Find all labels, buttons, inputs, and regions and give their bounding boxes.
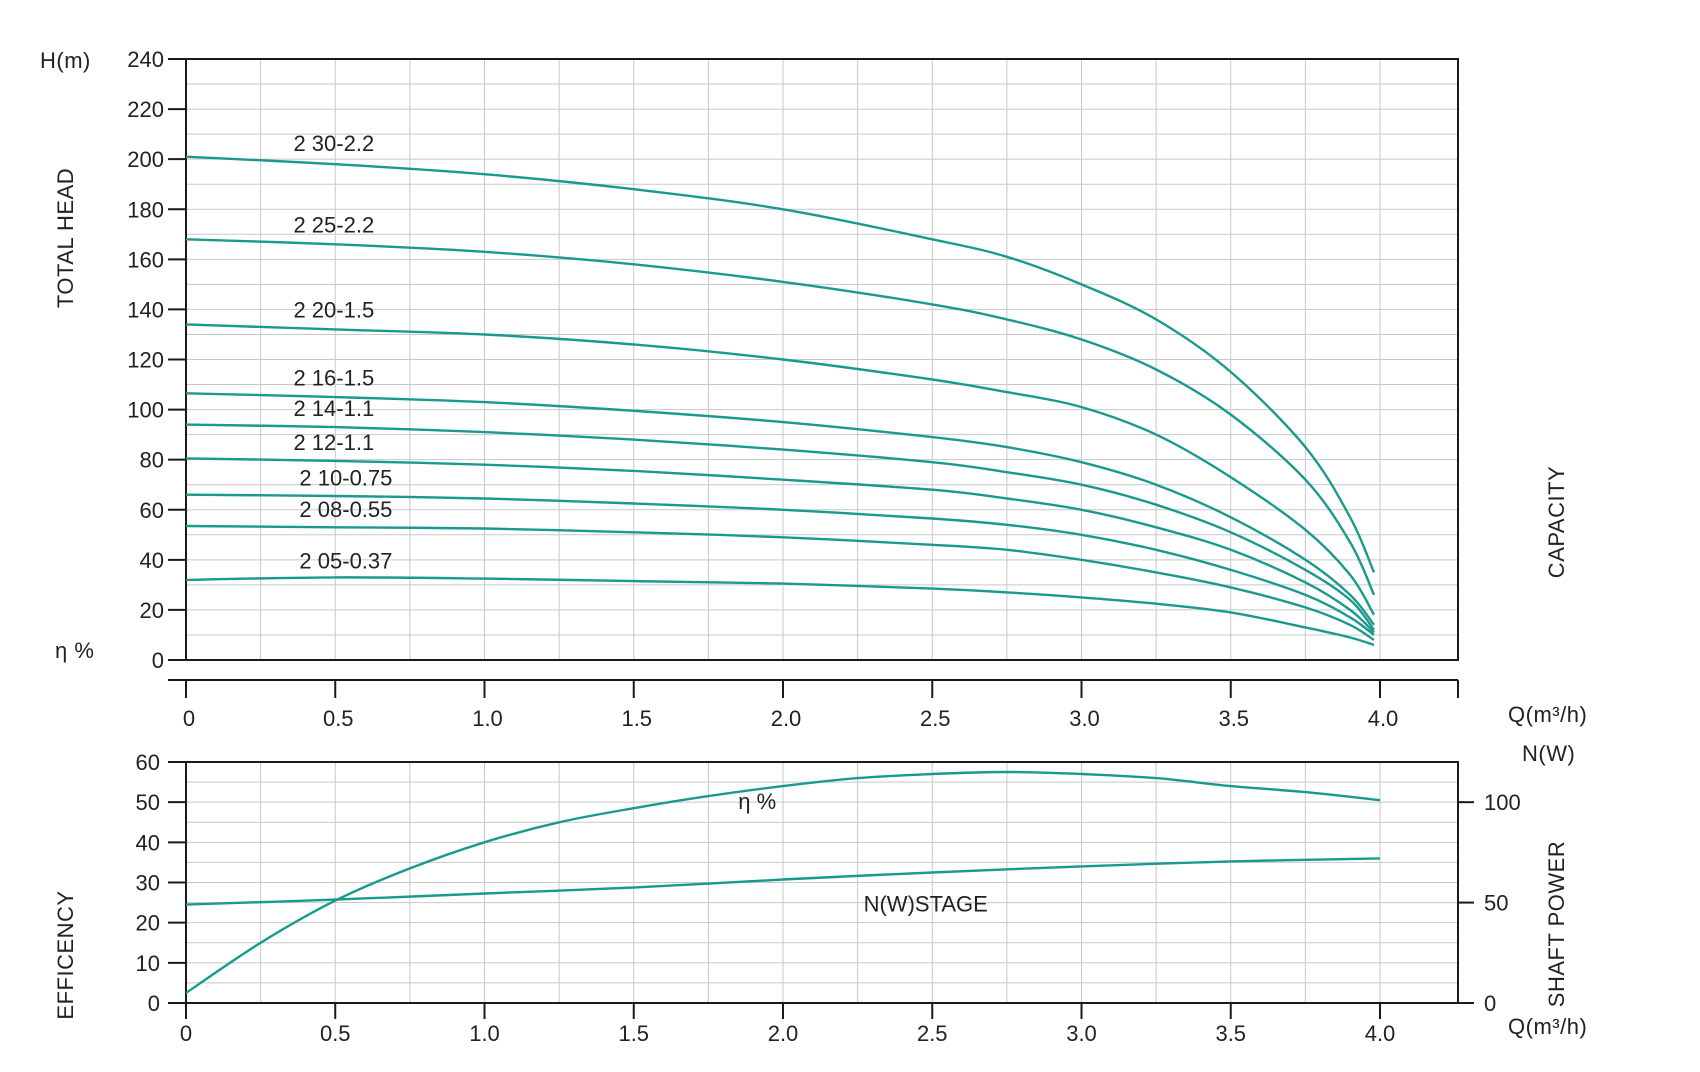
eff-ytick-label: 20 xyxy=(136,911,160,936)
head-ytick-label: 180 xyxy=(127,197,164,222)
curves xyxy=(185,155,1381,994)
head-curve xyxy=(185,493,1375,636)
power-ytick-label: 50 xyxy=(1484,891,1508,916)
eff-ytick-label: 60 xyxy=(136,750,160,775)
capacity-label: CAPACITY xyxy=(1544,466,1569,578)
eff-ytick-label: 30 xyxy=(136,871,160,896)
axes xyxy=(168,58,1474,1019)
eff-ytick-label: 50 xyxy=(136,790,160,815)
q-axis-tick-label: 1.0 xyxy=(472,706,503,731)
eff-xtick-label: 0 xyxy=(180,1021,192,1046)
eff-ytick-label: 40 xyxy=(136,830,160,855)
head-ytick-label: 120 xyxy=(127,348,164,373)
eff-xtick-label: 2.0 xyxy=(768,1021,799,1046)
shaft-power-axis-label: SHAFT POWER xyxy=(1544,841,1569,1007)
eff-xtick-label: 4.0 xyxy=(1365,1021,1396,1046)
head-curve-label: 2 30-2.2 xyxy=(293,131,374,156)
q-unit-label-bottom: Q(m³/h) xyxy=(1508,1014,1587,1039)
power-curve xyxy=(185,857,1381,906)
head-unit-label: H(m) xyxy=(40,48,91,73)
head-curve-label: 2 16-1.5 xyxy=(293,366,374,391)
eff-xtick-label: 3.0 xyxy=(1066,1021,1097,1046)
efficiency-curve xyxy=(185,770,1381,994)
head-ytick-label: 40 xyxy=(140,548,164,573)
head-curve xyxy=(185,155,1376,573)
eff-xtick-label: 0.5 xyxy=(320,1021,351,1046)
eff-xtick-label: 3.5 xyxy=(1215,1021,1246,1046)
head-ytick-label: 100 xyxy=(127,398,164,423)
eff-xtick-label: 1.0 xyxy=(469,1021,500,1046)
efficiency-curve-label: η % xyxy=(738,789,776,814)
head-curve xyxy=(185,392,1375,626)
eff-ytick-label: 10 xyxy=(136,951,160,976)
head-curve-label: 2 20-1.5 xyxy=(293,297,374,322)
efficiency-axis-label: EFFICENCY xyxy=(53,890,78,1019)
total-head-label: TOTAL HEAD xyxy=(53,168,78,308)
head-ytick-label: 60 xyxy=(140,498,164,523)
head-grid xyxy=(186,58,1458,661)
q-axis-tick-label: 3.0 xyxy=(1069,706,1100,731)
head-ytick-label: 200 xyxy=(127,147,164,172)
head-curve xyxy=(185,423,1375,631)
q-axis-tick-label: 0 xyxy=(183,706,195,731)
head-curve xyxy=(185,576,1375,647)
head-curve-label: 2 08-0.55 xyxy=(299,497,392,522)
head-curve xyxy=(185,238,1376,596)
head-curve xyxy=(185,457,1375,634)
q-unit-label-main: Q(m³/h) xyxy=(1508,702,1587,727)
power-curve-label: N(W)STAGE xyxy=(864,891,988,916)
head-ytick-label: 160 xyxy=(127,247,164,272)
head-ytick-label: 0 xyxy=(152,648,164,673)
q-axis-tick-label: 4.0 xyxy=(1368,706,1399,731)
head-ytick-label: 80 xyxy=(140,448,164,473)
n-unit-label: N(W) xyxy=(1522,741,1575,766)
head-curve xyxy=(185,323,1376,616)
head-ytick-label: 220 xyxy=(127,97,164,122)
head-ytick-label: 240 xyxy=(127,47,164,72)
q-axis-tick-label: 3.5 xyxy=(1218,706,1249,731)
head-curve-label: 2 12-1.1 xyxy=(293,430,374,455)
power-ytick-label: 100 xyxy=(1484,790,1521,815)
eff-xtick-label: 1.5 xyxy=(618,1021,649,1046)
head-curve-label: 2 14-1.1 xyxy=(293,396,374,421)
head-curve xyxy=(185,524,1375,642)
q-axis-tick-label: 2.5 xyxy=(920,706,951,731)
eff-ytick-label: 0 xyxy=(148,991,160,1016)
q-axis-tick-label: 2.0 xyxy=(771,706,802,731)
eff-xtick-label: 2.5 xyxy=(917,1021,948,1046)
eta-unit-label-left: η % xyxy=(55,638,94,663)
power-ytick-label: 0 xyxy=(1484,991,1496,1016)
efficiency-grid xyxy=(186,761,1458,1004)
head-ytick-label: 140 xyxy=(127,297,164,322)
head-curve-label: 2 05-0.37 xyxy=(299,548,392,573)
curve-labels: 2 30-2.2 2 25-2.2 2 20-1.5 2 16-1.5 2 14-1.1… xyxy=(293,131,987,916)
head-curve-label: 2 25-2.2 xyxy=(293,212,374,237)
head-ytick-label: 20 xyxy=(140,598,164,623)
head-curve-label: 2 10-0.75 xyxy=(299,465,392,490)
q-axis-tick-label: 1.5 xyxy=(621,706,652,731)
q-axis-tick-label: 0.5 xyxy=(323,706,354,731)
